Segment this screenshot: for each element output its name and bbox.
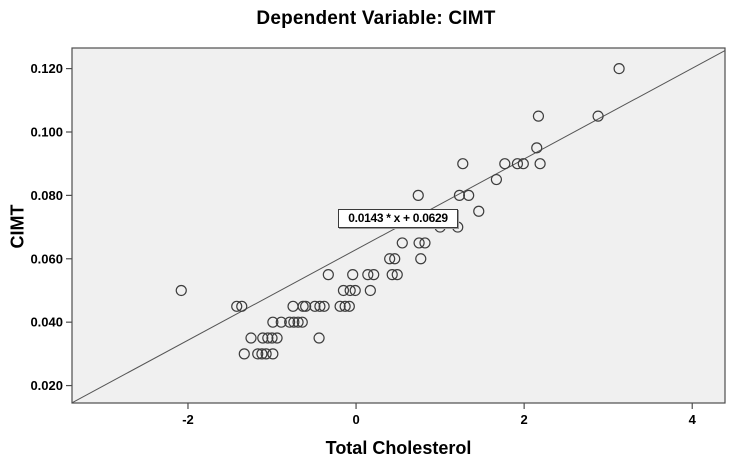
- data-point: [231, 300, 243, 312]
- data-point: [473, 205, 485, 217]
- y-tick-label: 0.080: [30, 188, 63, 203]
- data-point: [592, 110, 604, 122]
- x-tick-label: 0: [352, 412, 359, 427]
- data-point: [267, 348, 279, 360]
- fit-line-equation-annotation: 0.0143 * x + 0.0629: [338, 209, 458, 228]
- data-point: [613, 63, 625, 75]
- chart-title: Dependent Variable: CIMT: [256, 8, 496, 29]
- data-point: [457, 158, 469, 170]
- data-point: [343, 300, 355, 312]
- x-axis-label: Total Cholesterol: [325, 438, 472, 458]
- data-point: [296, 316, 308, 328]
- data-point: [517, 158, 529, 170]
- data-point: [344, 284, 356, 297]
- data-point: [314, 300, 326, 312]
- y-tick-label: 0.040: [30, 315, 63, 330]
- data-point: [362, 269, 374, 281]
- data-point: [490, 173, 503, 186]
- data-point: [412, 189, 424, 201]
- data-point: [389, 253, 401, 265]
- data-point: [334, 300, 346, 312]
- data-point: [257, 332, 269, 344]
- data-point: [415, 253, 427, 265]
- data-point: [288, 316, 300, 328]
- data-point: [347, 269, 359, 281]
- data-point: [419, 237, 431, 249]
- data-point: [284, 316, 296, 328]
- data-point: [309, 300, 321, 312]
- x-tick-label: 2: [521, 412, 528, 427]
- data-point: [396, 237, 408, 249]
- data-point: [318, 300, 330, 312]
- plot-frame: [71, 47, 726, 404]
- x-tick-label: 4: [689, 412, 697, 427]
- data-point: [266, 332, 278, 344]
- data-point: [262, 332, 274, 344]
- data-point: [413, 237, 425, 249]
- data-point: [175, 284, 187, 297]
- y-tick-label: 0.120: [30, 61, 63, 76]
- data-point: [252, 348, 264, 360]
- y-tick-label: 0.060: [30, 251, 63, 266]
- data-point: [337, 284, 350, 297]
- data-point: [275, 316, 287, 328]
- data-point: [267, 316, 279, 328]
- data-point: [364, 284, 376, 297]
- data-point: [511, 158, 524, 170]
- data-point: [260, 348, 272, 360]
- data-point: [532, 110, 545, 122]
- data-point: [271, 332, 283, 344]
- data-point: [339, 300, 351, 312]
- data-point: [322, 269, 334, 281]
- data-point: [292, 316, 304, 328]
- data-point: [368, 269, 380, 281]
- data-point: [499, 158, 511, 170]
- y-tick-label: 0.100: [30, 124, 63, 139]
- data-point: [300, 300, 312, 312]
- data-point: [386, 269, 398, 281]
- data-point: [245, 332, 257, 344]
- data-point: [391, 269, 403, 281]
- y-tick-label: 0.020: [30, 378, 63, 393]
- data-point: [313, 332, 325, 344]
- data-point: [238, 348, 250, 360]
- data-point: [349, 284, 361, 297]
- data-point: [463, 189, 475, 201]
- data-point: [236, 300, 248, 312]
- data-point: [256, 348, 268, 360]
- x-tick-label: -2: [182, 412, 194, 427]
- data-point: [453, 189, 466, 201]
- data-point: [531, 142, 543, 154]
- data-point: [534, 158, 546, 170]
- data-point: [384, 253, 396, 265]
